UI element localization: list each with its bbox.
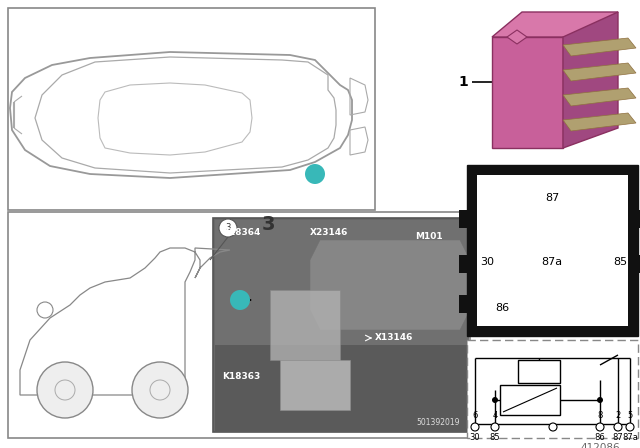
Bar — [8, 212, 470, 438]
Circle shape — [614, 423, 622, 431]
Bar — [280, 360, 350, 410]
Polygon shape — [310, 240, 470, 330]
Text: K18364: K18364 — [222, 228, 260, 237]
Text: 1: 1 — [236, 295, 244, 305]
Circle shape — [305, 164, 325, 184]
Bar — [215, 345, 468, 432]
Text: 3: 3 — [225, 224, 230, 233]
Circle shape — [37, 362, 93, 418]
Text: 30: 30 — [470, 432, 480, 441]
Text: 501392019: 501392019 — [417, 418, 460, 427]
Text: K18363: K18363 — [222, 372, 260, 381]
Text: 86: 86 — [495, 303, 509, 313]
Bar — [8, 8, 375, 210]
Text: 1: 1 — [311, 169, 319, 179]
Bar — [636, 210, 640, 228]
Bar — [518, 360, 560, 383]
Text: M101: M101 — [415, 232, 443, 241]
Text: 85: 85 — [490, 432, 500, 441]
Polygon shape — [507, 30, 527, 44]
Text: 3: 3 — [261, 215, 275, 233]
Text: 4: 4 — [492, 412, 498, 421]
Bar — [459, 210, 469, 228]
Circle shape — [219, 219, 237, 237]
Circle shape — [597, 397, 603, 403]
Text: 87a: 87a — [541, 257, 563, 267]
Text: 85: 85 — [613, 257, 627, 267]
Text: 6: 6 — [472, 412, 477, 421]
Circle shape — [132, 362, 188, 418]
Bar — [270, 290, 340, 360]
Bar — [459, 255, 469, 273]
Polygon shape — [563, 113, 636, 131]
Text: 2: 2 — [616, 412, 621, 421]
Bar — [459, 295, 469, 313]
Text: 87: 87 — [612, 432, 623, 441]
Text: 87: 87 — [545, 193, 559, 203]
Bar — [636, 255, 640, 273]
Text: 412086: 412086 — [580, 443, 620, 448]
Circle shape — [492, 397, 498, 403]
Circle shape — [491, 423, 499, 431]
Text: 8: 8 — [597, 412, 603, 421]
Polygon shape — [492, 12, 618, 37]
Bar — [467, 165, 638, 336]
Text: 1: 1 — [458, 75, 468, 89]
Polygon shape — [563, 88, 636, 106]
Circle shape — [549, 423, 557, 431]
Text: 30: 30 — [480, 257, 494, 267]
Text: 5: 5 — [627, 412, 632, 421]
Bar — [500, 385, 560, 415]
Text: 87a: 87a — [622, 432, 638, 441]
Bar — [215, 220, 468, 345]
Text: X23146: X23146 — [310, 228, 348, 237]
Circle shape — [230, 290, 250, 310]
Polygon shape — [563, 63, 636, 81]
Bar — [213, 218, 468, 432]
Polygon shape — [563, 38, 636, 56]
Polygon shape — [492, 37, 563, 148]
Bar — [467, 340, 638, 438]
Text: X13146: X13146 — [375, 333, 413, 343]
Polygon shape — [563, 12, 618, 148]
Bar — [477, 175, 628, 326]
Circle shape — [626, 423, 634, 431]
Text: 86: 86 — [595, 432, 605, 441]
Circle shape — [596, 423, 604, 431]
Circle shape — [471, 423, 479, 431]
